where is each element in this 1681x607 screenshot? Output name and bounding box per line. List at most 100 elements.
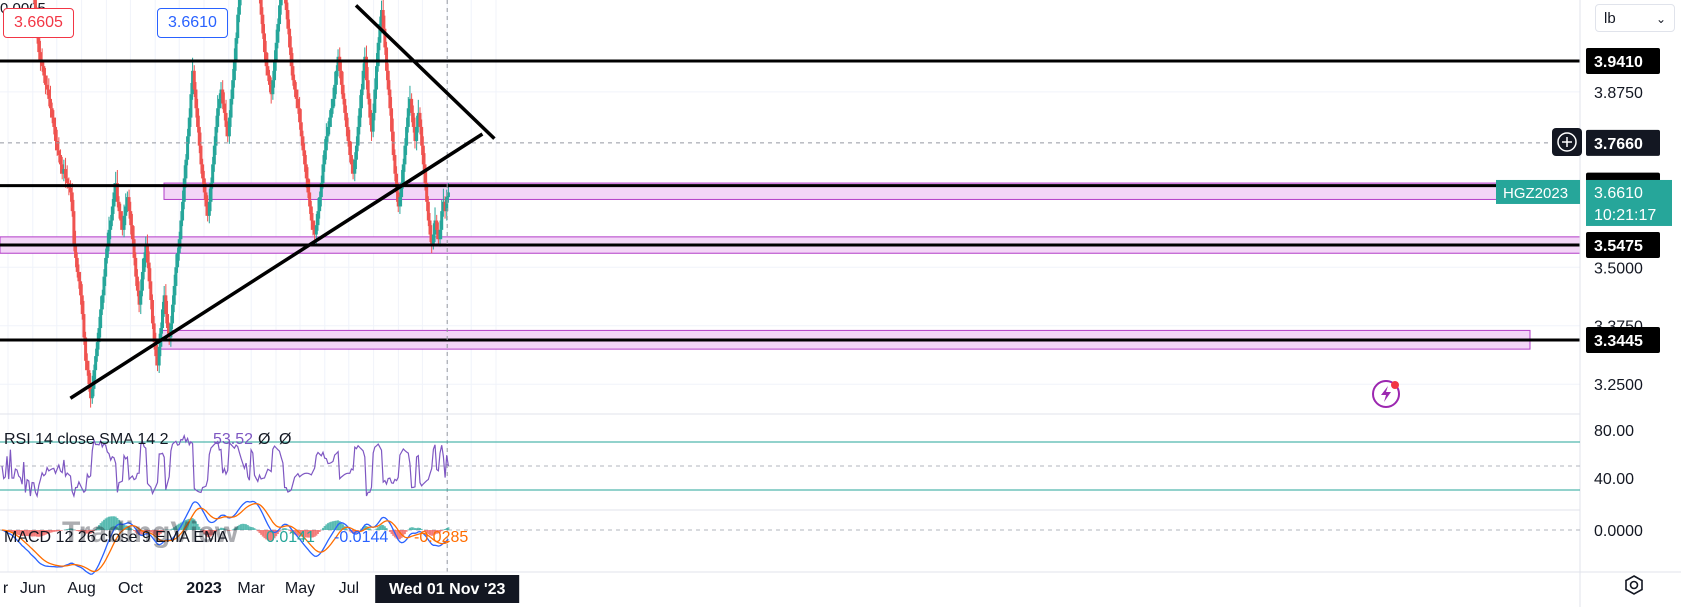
macd-label: MACD 12 26 close 9 EMA EMA xyxy=(4,529,228,546)
candle-body xyxy=(413,126,417,141)
candle-body xyxy=(114,183,118,193)
macd-histogram-bar xyxy=(134,530,137,533)
candle-body xyxy=(119,211,123,221)
macd-histogram-bar xyxy=(159,530,162,534)
macd-histogram-bar xyxy=(333,520,336,530)
candle-body xyxy=(130,225,134,240)
macd-histogram-bar xyxy=(14,530,17,535)
time-tick: Jul xyxy=(339,580,359,597)
macd-histogram-bar xyxy=(440,530,443,532)
candle-body xyxy=(94,356,98,371)
flash-icon[interactable] xyxy=(1370,378,1402,410)
macd-histogram-bar xyxy=(228,530,231,531)
macd-histogram-bar xyxy=(246,525,249,530)
candle-body xyxy=(296,98,300,109)
macd-histogram-bar xyxy=(322,527,325,530)
add-alert-button[interactable] xyxy=(1552,128,1582,156)
candle-body xyxy=(48,98,52,109)
candle-body xyxy=(356,126,360,146)
settings-gear-icon[interactable] xyxy=(1623,574,1645,596)
candle-body xyxy=(262,33,266,53)
candle-body xyxy=(329,108,333,118)
macd-histogram-bar xyxy=(64,529,67,530)
candle-body xyxy=(278,5,282,25)
macd-histogram-bar xyxy=(340,522,343,530)
macd-histogram-bar xyxy=(220,527,223,530)
candle-body xyxy=(318,197,322,212)
macd-histogram-bar xyxy=(94,529,97,530)
macd-histogram-bar xyxy=(47,530,50,534)
chart-grid xyxy=(0,0,1580,572)
ask-price[interactable]: 3.6610 xyxy=(157,8,228,38)
macd-histogram-bar xyxy=(268,530,271,541)
macd-histogram-bar xyxy=(44,530,47,535)
candle-body xyxy=(313,229,317,235)
candle-body xyxy=(100,295,104,310)
macd-histogram-bar xyxy=(270,530,273,541)
macd-histogram-bar xyxy=(243,523,246,530)
time-tick: r xyxy=(3,580,9,597)
candle-body xyxy=(150,300,154,324)
candle-body xyxy=(298,108,302,123)
bid-price[interactable]: 3.6605 xyxy=(3,8,74,38)
macd-histogram-bar xyxy=(345,528,348,530)
macd-histogram-bar xyxy=(395,530,398,539)
macd-histogram-bar xyxy=(300,530,303,537)
rsi-tick: 40.00 xyxy=(1594,471,1634,488)
macd-histogram-bar xyxy=(412,527,415,530)
candle-body xyxy=(266,66,270,76)
candle-body xyxy=(344,112,348,127)
candle-body xyxy=(396,192,400,207)
macd-histogram-bar xyxy=(174,525,177,530)
candle-body xyxy=(289,47,293,67)
candle-body xyxy=(135,276,139,291)
candle-body xyxy=(189,94,193,118)
candle-body xyxy=(162,295,166,310)
candle-body xyxy=(109,220,113,230)
candle-body xyxy=(37,38,41,53)
candle-body xyxy=(380,10,384,25)
macd-histogram-bar xyxy=(29,530,32,537)
macd-histogram-bar xyxy=(281,528,284,530)
candle-body xyxy=(353,159,357,174)
macd-histogram-bar xyxy=(121,523,124,530)
candle-body xyxy=(339,70,343,85)
macd-histogram-bar xyxy=(303,530,306,538)
macd-histogram-bar xyxy=(434,530,437,535)
macd-histogram-bar xyxy=(16,530,19,535)
candle-body xyxy=(142,257,146,272)
candle-body xyxy=(139,290,143,305)
candle-body xyxy=(209,183,213,202)
macd-histogram-bar xyxy=(116,518,119,530)
macd-histogram-bar xyxy=(260,530,263,535)
macd-histogram-bar xyxy=(273,530,276,539)
candle-body xyxy=(445,197,449,212)
candle-body xyxy=(303,150,307,165)
macd-histogram-bar xyxy=(375,528,378,530)
candle-body xyxy=(85,360,89,371)
macd-histogram-bar xyxy=(66,529,69,530)
unit-select[interactable]: lb ⌄ xyxy=(1595,4,1675,32)
macd-histogram-bar xyxy=(248,526,251,530)
macd-histogram-bar xyxy=(21,530,24,536)
macd-histogram-bar xyxy=(12,530,15,534)
macd-histogram-bar xyxy=(380,524,383,530)
macd-histogram-bar xyxy=(169,529,172,530)
macd-histogram-bar xyxy=(241,523,244,530)
macd-histogram-bar xyxy=(235,527,238,530)
macd-histogram-bar xyxy=(367,526,370,530)
candle-body xyxy=(348,140,352,156)
candle-body xyxy=(231,80,235,99)
candle-body xyxy=(176,253,180,268)
macd-histogram-bar xyxy=(245,524,248,530)
macd-histogram-bar xyxy=(383,526,386,530)
macd-histogram-bar xyxy=(397,530,400,540)
candle-body xyxy=(59,155,63,165)
candle-body xyxy=(64,169,68,179)
macd-histogram-bar xyxy=(251,527,254,530)
macd-histogram-bar xyxy=(131,529,134,530)
candle-body xyxy=(321,164,325,184)
candle-body xyxy=(354,145,358,160)
candle-body xyxy=(341,84,345,99)
